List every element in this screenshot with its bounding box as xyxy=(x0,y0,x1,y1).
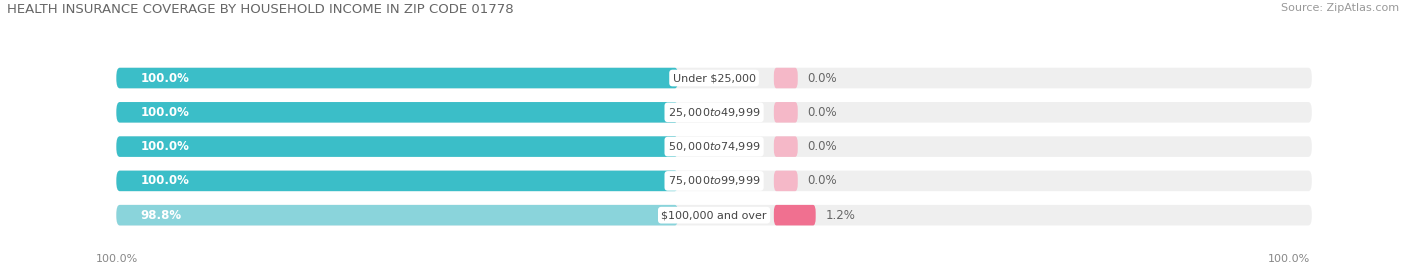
FancyBboxPatch shape xyxy=(773,205,815,225)
Text: $75,000 to $99,999: $75,000 to $99,999 xyxy=(668,174,761,187)
Text: $25,000 to $49,999: $25,000 to $49,999 xyxy=(668,106,761,119)
Text: HEALTH INSURANCE COVERAGE BY HOUSEHOLD INCOME IN ZIP CODE 01778: HEALTH INSURANCE COVERAGE BY HOUSEHOLD I… xyxy=(7,3,513,16)
Text: 100.0%: 100.0% xyxy=(141,106,190,119)
FancyBboxPatch shape xyxy=(773,171,797,191)
Text: $50,000 to $74,999: $50,000 to $74,999 xyxy=(668,140,761,153)
FancyBboxPatch shape xyxy=(117,68,678,88)
FancyBboxPatch shape xyxy=(117,68,1312,88)
Text: 100.0%: 100.0% xyxy=(1268,254,1310,264)
FancyBboxPatch shape xyxy=(773,136,797,157)
Text: 98.8%: 98.8% xyxy=(141,209,181,222)
FancyBboxPatch shape xyxy=(117,205,1312,225)
FancyBboxPatch shape xyxy=(117,205,678,225)
FancyBboxPatch shape xyxy=(117,102,1312,123)
Text: 0.0%: 0.0% xyxy=(807,72,837,84)
FancyBboxPatch shape xyxy=(117,136,678,157)
FancyBboxPatch shape xyxy=(117,171,678,191)
FancyBboxPatch shape xyxy=(773,68,797,88)
Text: 100.0%: 100.0% xyxy=(141,72,190,84)
Text: 1.2%: 1.2% xyxy=(825,209,855,222)
FancyBboxPatch shape xyxy=(117,102,678,123)
Text: 0.0%: 0.0% xyxy=(807,106,837,119)
Text: $100,000 and over: $100,000 and over xyxy=(661,210,766,220)
Text: 0.0%: 0.0% xyxy=(807,174,837,187)
Text: Source: ZipAtlas.com: Source: ZipAtlas.com xyxy=(1281,3,1399,13)
Text: 0.0%: 0.0% xyxy=(807,140,837,153)
FancyBboxPatch shape xyxy=(117,171,1312,191)
FancyBboxPatch shape xyxy=(773,102,797,123)
Text: Under $25,000: Under $25,000 xyxy=(672,73,755,83)
Text: 100.0%: 100.0% xyxy=(141,174,190,187)
FancyBboxPatch shape xyxy=(117,136,1312,157)
Text: 100.0%: 100.0% xyxy=(141,140,190,153)
Text: 100.0%: 100.0% xyxy=(96,254,138,264)
